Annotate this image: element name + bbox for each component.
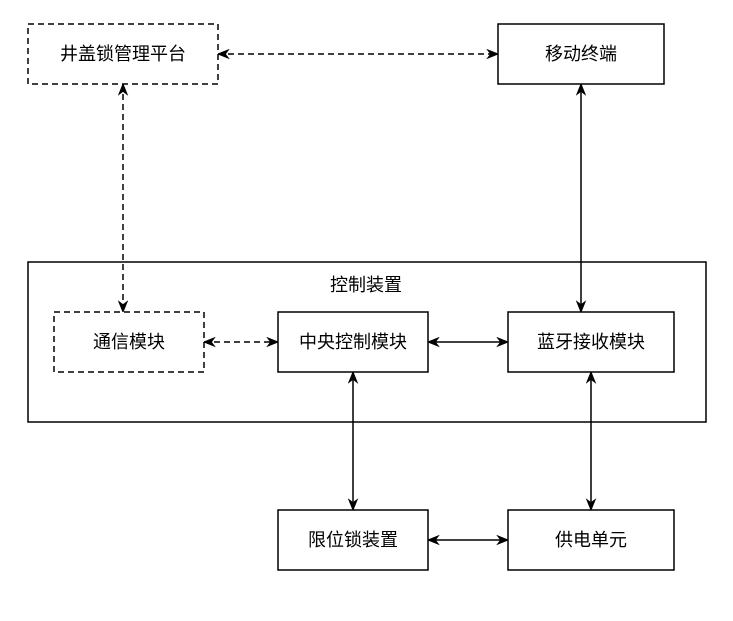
node-bluetooth-label: 蓝牙接收模块: [537, 332, 645, 352]
node-platform-label: 井盖锁管理平台: [60, 44, 186, 64]
node-terminal: 移动终端: [498, 24, 664, 84]
node-central-label: 中央控制模块: [299, 332, 407, 352]
node-terminal-label: 移动终端: [545, 44, 617, 64]
node-power: 供电单元: [508, 510, 674, 570]
node-platform: 井盖锁管理平台: [28, 24, 218, 84]
node-bluetooth: 蓝牙接收模块: [508, 312, 674, 372]
node-lock: 限位锁装置: [278, 510, 428, 570]
node-central: 中央控制模块: [278, 312, 428, 372]
node-lock-label: 限位锁装置: [308, 530, 398, 550]
node-comm-label: 通信模块: [93, 332, 165, 352]
node-power-label: 供电单元: [555, 530, 627, 550]
container-label: 控制装置: [330, 275, 402, 295]
node-comm: 通信模块: [54, 312, 204, 372]
